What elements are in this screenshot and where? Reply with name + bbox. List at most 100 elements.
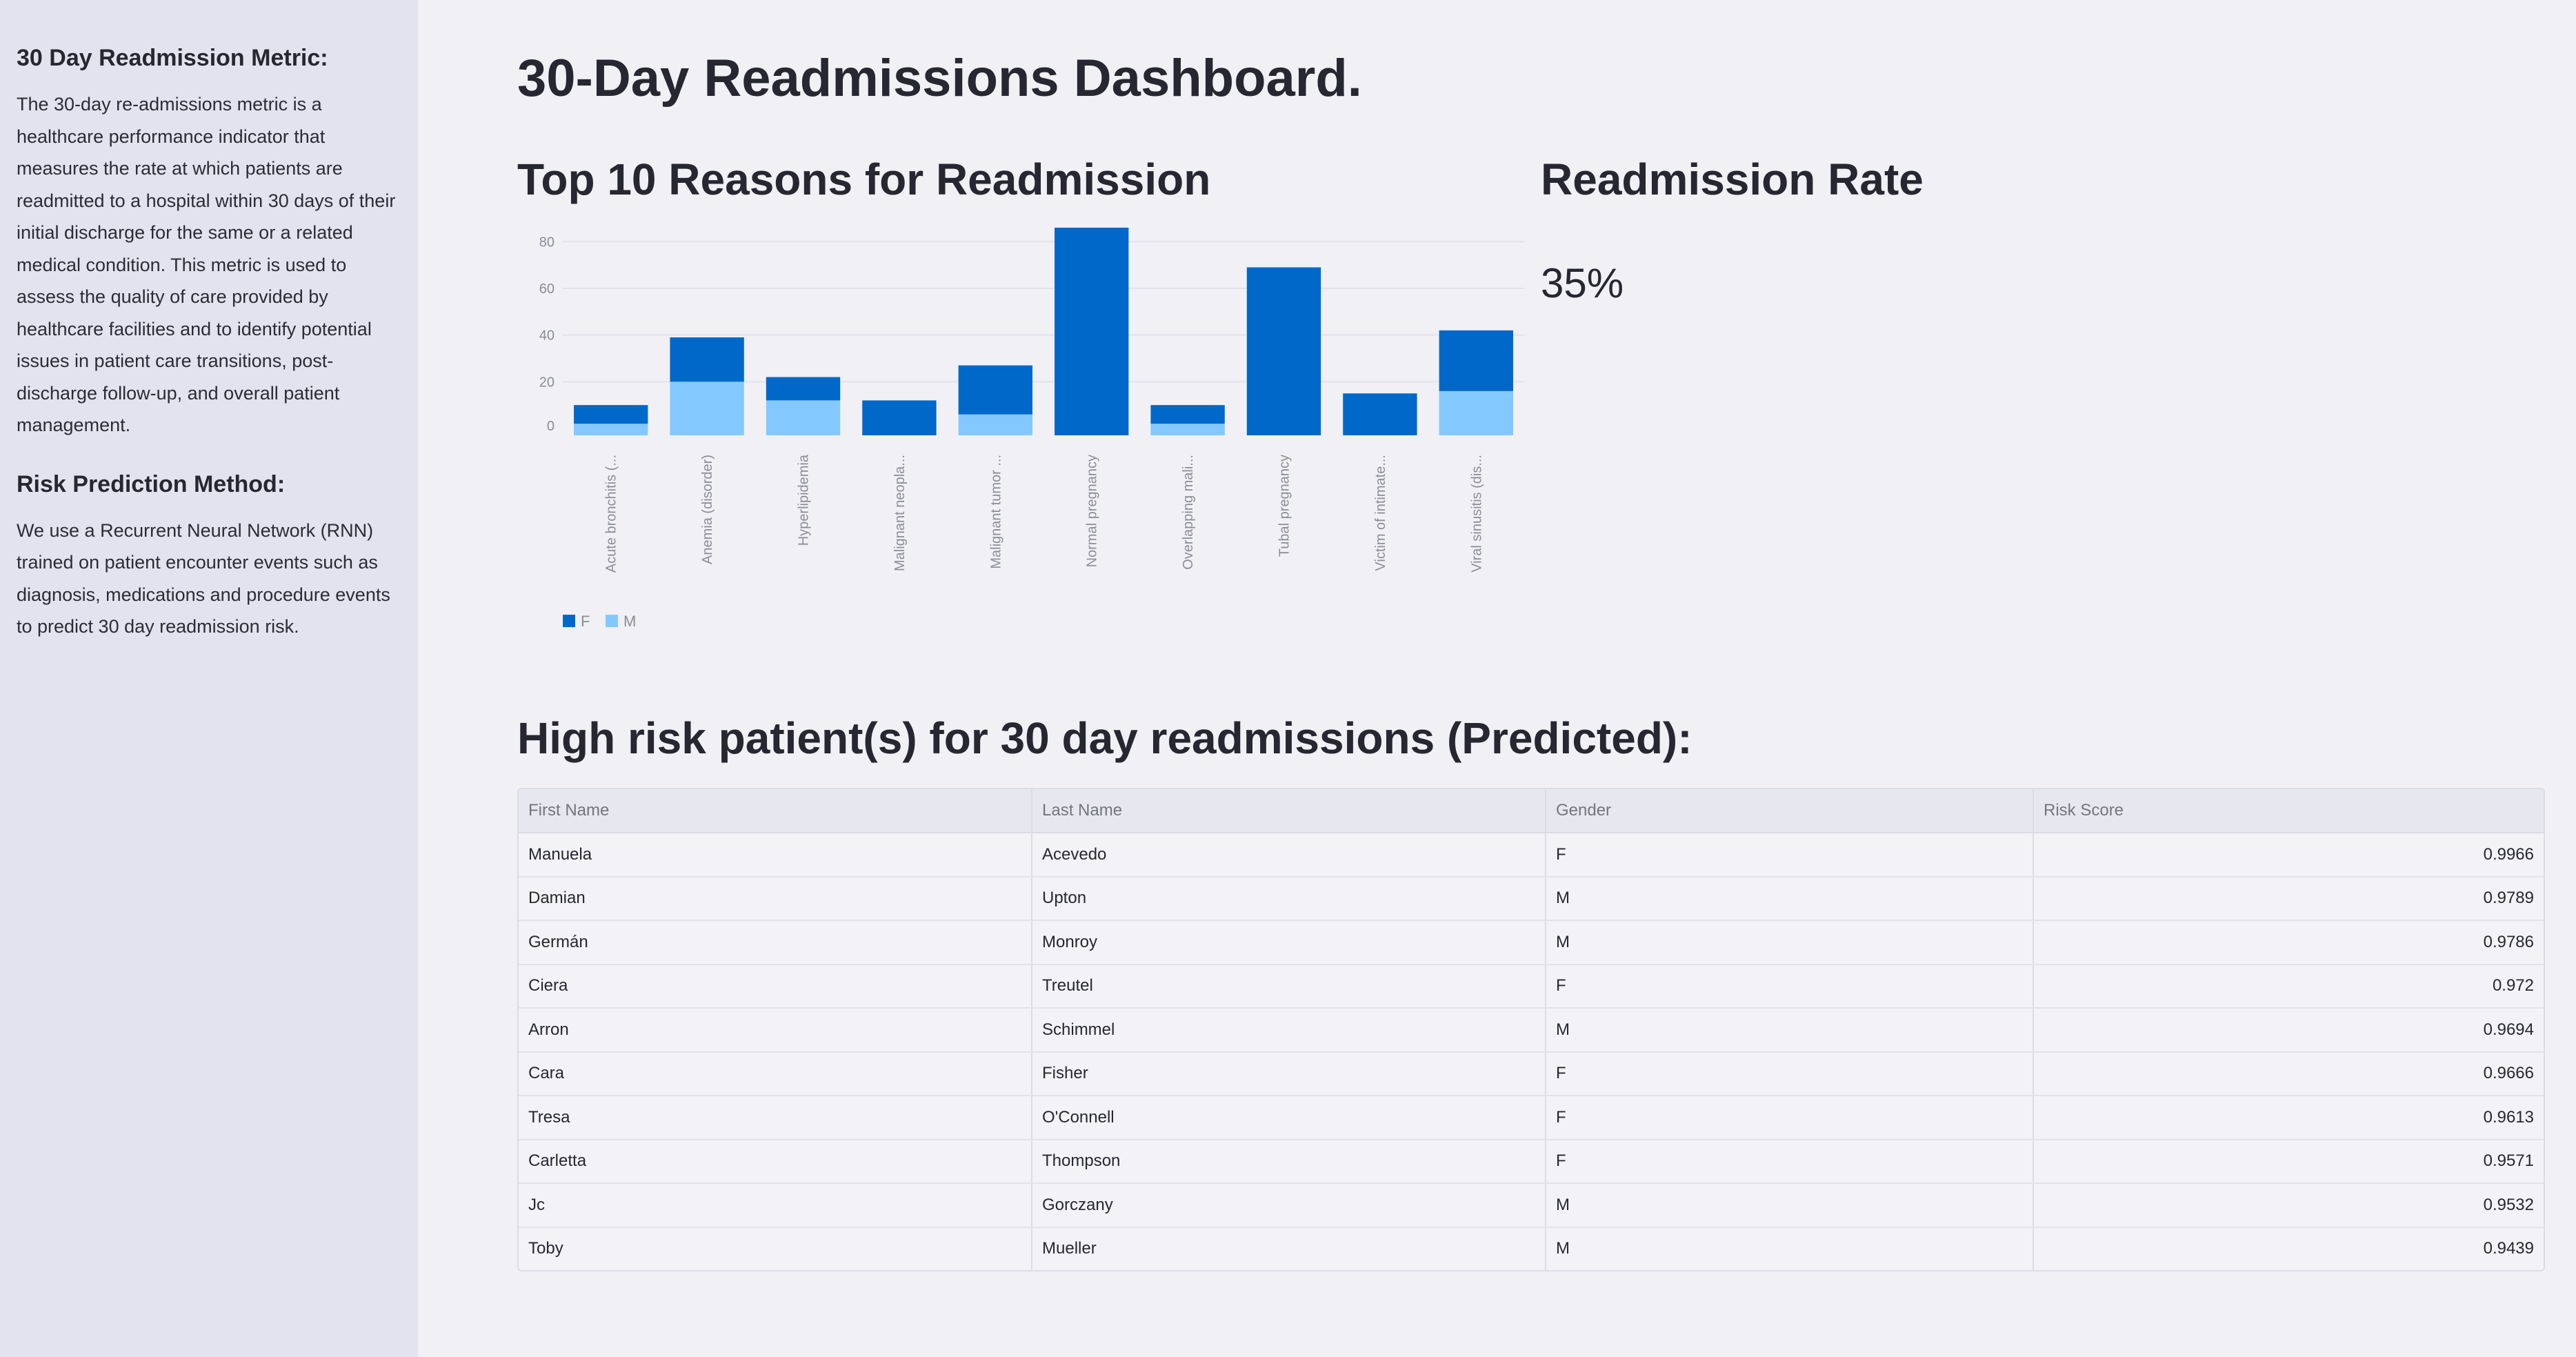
bar-f — [1246, 267, 1321, 435]
cell-risk-score: 0.972 — [2033, 964, 2544, 1009]
cell-last-name: Fisher — [1032, 1051, 1546, 1096]
legend-swatch-m — [606, 615, 618, 627]
cell-risk-score: 0.9571 — [2033, 1139, 2544, 1184]
cell-first-name: Germán — [519, 920, 1032, 965]
cell-risk-score: 0.9439 — [2483, 1239, 2534, 1258]
bar-f — [574, 405, 648, 424]
table-row[interactable]: Carletta Thompson F 0.9571 — [519, 1139, 2544, 1184]
cell-gender: F — [1546, 964, 2034, 1009]
cell-last-name: O'Connell — [1032, 1096, 1546, 1140]
legend-label-m: M — [623, 613, 636, 630]
table-row[interactable]: Ciera Treutel F 0.972 — [519, 964, 2544, 1009]
cell-risk-score: 0.9966 — [2033, 833, 2544, 878]
table-header-row: First Name Last Name Gender Risk Score — [519, 789, 2544, 833]
legend-label-f: F — [581, 613, 590, 630]
bar-m — [1150, 424, 1225, 435]
cell-gender: M — [1546, 1008, 2034, 1053]
cell-first-name: Arron — [519, 1008, 1032, 1053]
bar-m — [1439, 390, 1513, 435]
y-tick-label: 80 — [539, 235, 555, 250]
cell-gender: F — [1546, 1051, 2034, 1096]
x-tick-label: Victim of intimate... — [1373, 455, 1388, 571]
table-row[interactable]: Arron Schimmel M 0.9694 — [519, 1008, 2544, 1053]
sidebar-text-metric: The 30-day re-admissions metric is a hea… — [17, 94, 396, 435]
x-tick-label: Acute bronchitis (... — [604, 455, 619, 573]
x-tick-label: Malignant tumor ... — [988, 455, 1004, 569]
cell-risk-score: 0.9532 — [2033, 1183, 2544, 1228]
cell-gender: M — [1546, 920, 2034, 965]
x-tick-label: Tubal pregnancy — [1277, 455, 1292, 557]
x-tick-label: Anemia (disorder) — [700, 455, 715, 564]
chart-title: Top 10 Reasons for Readmission — [517, 155, 1211, 204]
table-row[interactable]: Jc Gorczany M 0.9532 — [519, 1183, 2544, 1228]
y-tick-label: 0 — [547, 419, 555, 434]
patient-table[interactable]: First Name Last Name Gender Risk Score M… — [517, 788, 2545, 1271]
legend-swatch-f — [563, 615, 575, 627]
cell-first-name: Carletta — [519, 1139, 1032, 1184]
y-tick-label: 60 — [539, 281, 555, 297]
cell-first-name: Damian — [519, 876, 1032, 921]
cell-first-name: Manuela — [519, 833, 1032, 878]
bar-f — [1343, 393, 1417, 435]
readmission-rate-value: 35% — [1541, 260, 1624, 306]
sidebar: 30 Day Readmission Metric: The 30-day re… — [0, 0, 418, 1357]
column-header-last-name[interactable]: Last Name — [1032, 789, 1546, 833]
cell-first-name: Ciera — [519, 964, 1032, 1009]
cell-last-name: Schimmel — [1032, 1008, 1546, 1053]
table-row[interactable]: Tresa O'Connell F 0.9613 — [519, 1096, 2544, 1140]
cell-last-name: Upton — [1032, 876, 1546, 921]
table-row[interactable]: Manuela Acevedo F 0.9966 — [519, 833, 2544, 878]
x-tick-label: Viral sinusitis (dis... — [1469, 455, 1484, 573]
bar-f — [958, 365, 1032, 415]
cell-gender: M — [1546, 1227, 2034, 1270]
page-title: 30-Day Readmissions Dashboard. — [517, 49, 1362, 108]
bar-f — [670, 337, 744, 382]
bar-f — [766, 377, 841, 401]
cell-last-name: Acevedo — [1032, 833, 1546, 878]
table-row[interactable]: Damian Upton M 0.9789 — [519, 876, 2544, 921]
cell-risk-score: 0.9694 — [2033, 1008, 2544, 1053]
cell-gender: F — [1546, 1139, 2034, 1184]
bar-m — [766, 400, 841, 435]
table-title: High risk patient(s) for 30 day readmiss… — [517, 713, 1693, 763]
rate-title: Readmission Rate — [1541, 155, 1924, 204]
bar-f — [862, 400, 937, 435]
table-row[interactable]: Toby Mueller M 0.9439 — [519, 1227, 2544, 1270]
cell-last-name: Thompson — [1032, 1139, 1546, 1184]
cell-last-name: Treutel — [1032, 964, 1546, 1009]
x-tick-label: Normal pregnancy — [1085, 455, 1100, 567]
x-tick-label: Hyperlipidemia — [797, 454, 812, 546]
cell-risk-score: 0.9613 — [2033, 1096, 2544, 1140]
cell-last-name: Gorczany — [1032, 1183, 1546, 1228]
cell-risk-score: 0.9666 — [2033, 1051, 2544, 1096]
bar-f — [1150, 405, 1225, 424]
cell-gender: M — [1546, 1183, 2034, 1228]
cell-risk-score: 0.9786 — [2033, 920, 2544, 965]
table-row[interactable]: Cara Fisher F 0.9666 — [519, 1051, 2544, 1096]
sidebar-heading-method: Risk Prediction Method: — [17, 471, 286, 497]
cell-first-name: Cara — [519, 1051, 1032, 1096]
bar-f — [1055, 228, 1129, 435]
column-header-first-name[interactable]: First Name — [519, 789, 1032, 833]
cell-last-name: Monroy — [1032, 920, 1546, 965]
cell-gender: F — [1546, 833, 2034, 878]
cell-gender: M — [1546, 876, 2034, 921]
column-header-gender[interactable]: Gender — [1546, 789, 2034, 833]
sidebar-text-method: We use a Recurrent Neural Network (RNN) … — [17, 519, 390, 637]
bar-m — [958, 414, 1032, 435]
cell-first-name: Tresa — [519, 1096, 1032, 1140]
x-tick-label: Malignant neopla... — [892, 455, 908, 571]
table-row[interactable]: Germán Monroy M 0.9786 — [519, 920, 2544, 965]
y-tick-label: 20 — [539, 375, 555, 390]
cell-risk-score: 0.9789 — [2033, 876, 2544, 921]
cell-first-name: Jc — [519, 1183, 1032, 1228]
x-tick-label: Overlapping mali... — [1181, 455, 1196, 570]
bar-m — [670, 382, 744, 435]
bar-f — [1439, 330, 1513, 391]
cell-first-name: Toby — [519, 1227, 1032, 1270]
readmission-reasons-chart: 0 20 40 60 80 Acute bronchitis (... Anemia (di… — [539, 228, 1524, 630]
column-header-risk-score[interactable]: Risk Score — [2033, 789, 2544, 833]
sidebar-heading-metric: 30 Day Readmission Metric: — [17, 45, 328, 71]
y-tick-label: 40 — [539, 328, 555, 344]
